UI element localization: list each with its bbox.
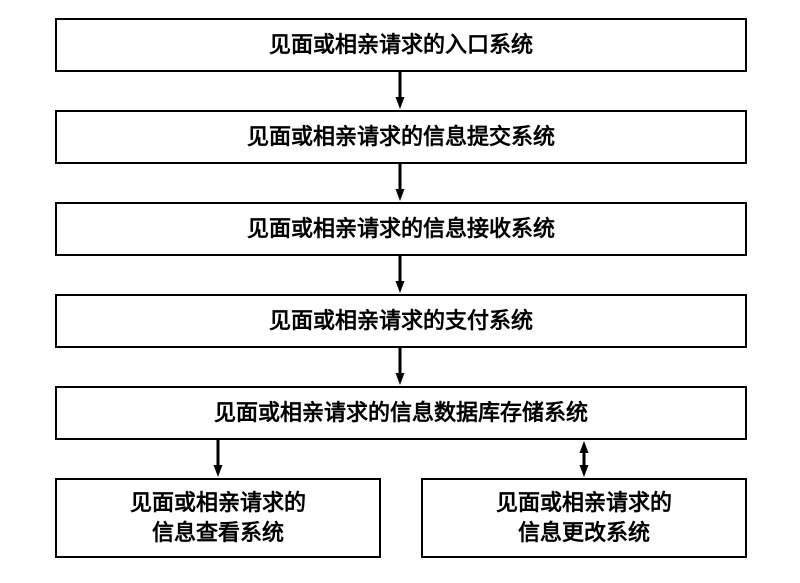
node-receive-system: 见面或相亲请求的信息接收系统 — [55, 202, 747, 256]
node-entry-system: 见面或相亲请求的入口系统 — [55, 18, 747, 72]
node-label: 见面或相亲请求的支付系统 — [269, 306, 533, 336]
node-label: 见面或相亲请求的信息数据库存储系统 — [214, 398, 588, 428]
node-label: 见面或相亲请求的信息更改系统 — [496, 488, 672, 547]
node-database-system: 见面或相亲请求的信息数据库存储系统 — [55, 386, 747, 440]
node-label: 见面或相亲请求的信息查看系统 — [130, 488, 306, 547]
node-label: 见面或相亲请求的入口系统 — [269, 30, 533, 60]
node-submit-system: 见面或相亲请求的信息提交系统 — [55, 110, 747, 164]
node-view-system: 见面或相亲请求的信息查看系统 — [55, 478, 381, 558]
node-modify-system: 见面或相亲请求的信息更改系统 — [421, 478, 747, 558]
node-label: 见面或相亲请求的信息接收系统 — [247, 214, 555, 244]
node-label: 见面或相亲请求的信息提交系统 — [247, 122, 555, 152]
node-payment-system: 见面或相亲请求的支付系统 — [55, 294, 747, 348]
flowchart-canvas: 见面或相亲请求的入口系统 见面或相亲请求的信息提交系统 见面或相亲请求的信息接收… — [0, 0, 800, 583]
